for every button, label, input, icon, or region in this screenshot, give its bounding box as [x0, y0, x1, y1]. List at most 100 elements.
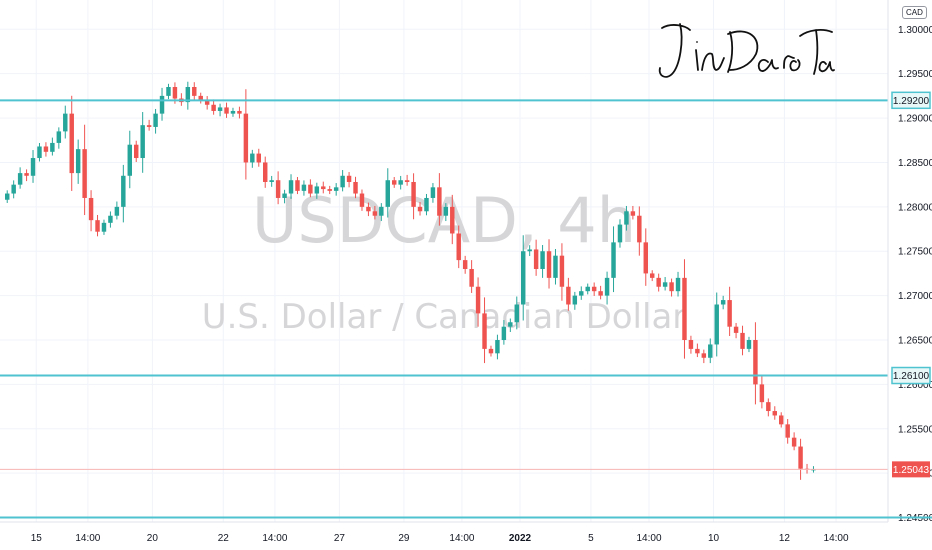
candle-body[interactable]	[56, 131, 62, 143]
candle-body[interactable]	[153, 113, 158, 127]
candle-body[interactable]	[50, 142, 55, 152]
candle-body[interactable]	[604, 277, 610, 296]
candle-body[interactable]	[243, 113, 249, 163]
candle-body[interactable]	[546, 251, 552, 278]
candle-body[interactable]	[701, 353, 707, 358]
candle-body[interactable]	[127, 144, 132, 176]
candle-body[interactable]	[733, 326, 739, 333]
candle-body[interactable]	[591, 286, 597, 292]
candle-body[interactable]	[385, 180, 390, 207]
candle-body[interactable]	[708, 344, 713, 358]
candle-body[interactable]	[411, 181, 416, 207]
candle-body[interactable]	[11, 184, 16, 194]
candle-body[interactable]	[185, 87, 191, 103]
candle-body[interactable]	[495, 340, 500, 354]
candle-body[interactable]	[288, 180, 294, 194]
candle-body[interactable]	[669, 282, 674, 292]
candle-body[interactable]	[624, 211, 629, 225]
candle-body[interactable]	[404, 180, 410, 182]
candle-body[interactable]	[695, 348, 700, 354]
candle-body[interactable]	[269, 180, 274, 182]
candle-body[interactable]	[134, 144, 139, 159]
candle-body[interactable]	[301, 184, 307, 191]
candle-body[interactable]	[230, 110, 236, 114]
candle-body[interactable]	[450, 206, 455, 234]
candle-body[interactable]	[521, 251, 526, 305]
candle-body[interactable]	[237, 110, 242, 114]
candle-body[interactable]	[727, 300, 732, 327]
candle-body[interactable]	[630, 211, 636, 216]
candle-body[interactable]	[417, 206, 423, 212]
candle-body[interactable]	[379, 206, 384, 216]
candle-body[interactable]	[372, 211, 378, 216]
candle-body[interactable]	[488, 348, 494, 354]
candle-body[interactable]	[469, 268, 474, 287]
candle-body[interactable]	[333, 187, 339, 191]
candle-body[interactable]	[69, 113, 74, 174]
candle-body[interactable]	[791, 437, 797, 447]
candle-body[interactable]	[308, 184, 313, 194]
candle-body[interactable]	[798, 446, 803, 469]
candle-body[interactable]	[217, 107, 223, 111]
candle-body[interactable]	[559, 255, 565, 287]
candle-body[interactable]	[714, 304, 719, 345]
candle-body[interactable]	[353, 181, 358, 194]
candle-body[interactable]	[753, 340, 758, 385]
candle-body[interactable]	[740, 332, 745, 349]
candle-body[interactable]	[540, 251, 545, 269]
candle-body[interactable]	[24, 173, 29, 176]
candle-body[interactable]	[101, 222, 107, 232]
candle-body[interactable]	[282, 193, 287, 198]
candle-body[interactable]	[572, 295, 578, 305]
candle-body[interactable]	[37, 146, 42, 159]
candle-body[interactable]	[617, 224, 623, 243]
candle-body[interactable]	[43, 146, 49, 152]
candle-body[interactable]	[424, 197, 429, 212]
candle-body[interactable]	[462, 260, 468, 269]
candle-body[interactable]	[501, 326, 507, 341]
candle-body[interactable]	[779, 415, 784, 425]
candle-body[interactable]	[327, 189, 332, 191]
candle-body[interactable]	[785, 424, 790, 438]
candle-body[interactable]	[566, 286, 571, 305]
candle-body[interactable]	[675, 277, 681, 292]
candle-body[interactable]	[95, 220, 100, 232]
candle-body[interactable]	[533, 249, 539, 269]
candle-body[interactable]	[772, 411, 777, 416]
candle-body[interactable]	[650, 273, 655, 278]
candle-body[interactable]	[508, 322, 513, 327]
candle-body[interactable]	[656, 277, 661, 287]
candle-body[interactable]	[211, 104, 216, 111]
candle-body[interactable]	[392, 180, 397, 185]
candle-body[interactable]	[63, 113, 68, 132]
candle-body[interactable]	[295, 180, 300, 191]
candle-body[interactable]	[114, 206, 120, 216]
candle-body[interactable]	[172, 87, 178, 99]
candle-body[interactable]	[121, 175, 126, 207]
candle-body[interactable]	[140, 125, 145, 159]
candle-body[interactable]	[17, 173, 23, 185]
candle-body[interactable]	[553, 255, 558, 278]
candle-body[interactable]	[346, 175, 352, 182]
candle-body[interactable]	[88, 197, 94, 221]
candle-body[interactable]	[159, 95, 165, 114]
candle-body[interactable]	[275, 180, 281, 198]
candle-body[interactable]	[398, 180, 403, 185]
candle-body[interactable]	[75, 149, 81, 174]
candle-body[interactable]	[224, 107, 229, 114]
candle-body[interactable]	[430, 187, 436, 198]
candle-body[interactable]	[475, 286, 481, 314]
candle-body[interactable]	[443, 206, 449, 216]
candle-body[interactable]	[611, 242, 616, 278]
candle-body[interactable]	[108, 215, 113, 223]
candle-body[interactable]	[662, 282, 668, 287]
candle-body[interactable]	[598, 291, 603, 296]
candle-body[interactable]	[146, 125, 152, 127]
candle-body[interactable]	[688, 340, 694, 349]
candle-body[interactable]	[166, 87, 171, 96]
candle-body[interactable]	[759, 384, 765, 403]
candle-body[interactable]	[250, 153, 255, 163]
candle-body[interactable]	[579, 291, 584, 296]
candle-body[interactable]	[30, 158, 36, 176]
